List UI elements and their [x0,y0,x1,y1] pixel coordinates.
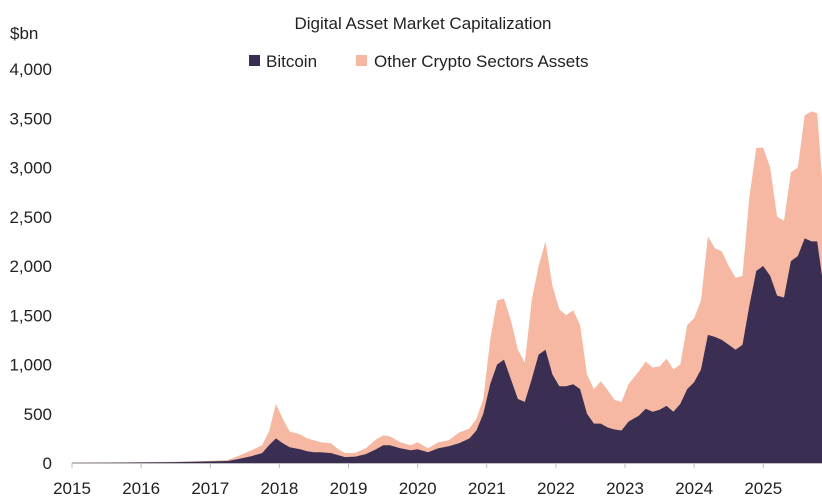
y-axis-label: $bn [10,24,38,43]
x-tick-label: 2023 [606,479,644,498]
x-tick-label: 2015 [53,479,91,498]
x-tick-label: 2019 [330,479,368,498]
x-tick-label: 2021 [468,479,506,498]
x-tick-label: 2024 [675,479,713,498]
legend-label-other-crypto: Other Crypto Sectors Assets [374,52,588,71]
y-tick-label: 0 [43,454,52,473]
y-tick-label: 500 [24,405,52,424]
series-area-bitcoin [72,238,822,463]
plot-area [72,111,822,464]
y-tick-label: 2,000 [9,257,52,276]
x-tick-label: 2020 [399,479,437,498]
x-tick-label: 2016 [122,479,160,498]
legend-label-bitcoin: Bitcoin [266,52,317,71]
y-tick-label: 2,500 [9,208,52,227]
y-tick-label: 1,500 [9,306,52,325]
y-tick-label: 4,000 [9,60,52,79]
x-axis-ticks: 2015 2016 2017 2018 2019 2020 2021 2022 2023 2024… [53,463,782,498]
y-tick-label: 1,000 [9,356,52,375]
legend: Bitcoin Other Crypto Sectors Assets [249,52,588,71]
y-tick-label: 3,500 [9,109,52,128]
legend-swatch-other-crypto [356,55,367,66]
x-tick-label: 2025 [744,479,782,498]
x-tick-label: 2018 [260,479,298,498]
legend-swatch-bitcoin [249,55,260,66]
y-tick-label: 3,000 [9,159,52,178]
y-axis-ticks: 0 500 1,000 1,500 2,000 2,500 3,000 3,500 4,000 [9,60,52,473]
x-tick-label: 2017 [191,479,229,498]
x-tick-label: 2022 [537,479,575,498]
chart-title: Digital Asset Market Capitalization [294,14,551,33]
